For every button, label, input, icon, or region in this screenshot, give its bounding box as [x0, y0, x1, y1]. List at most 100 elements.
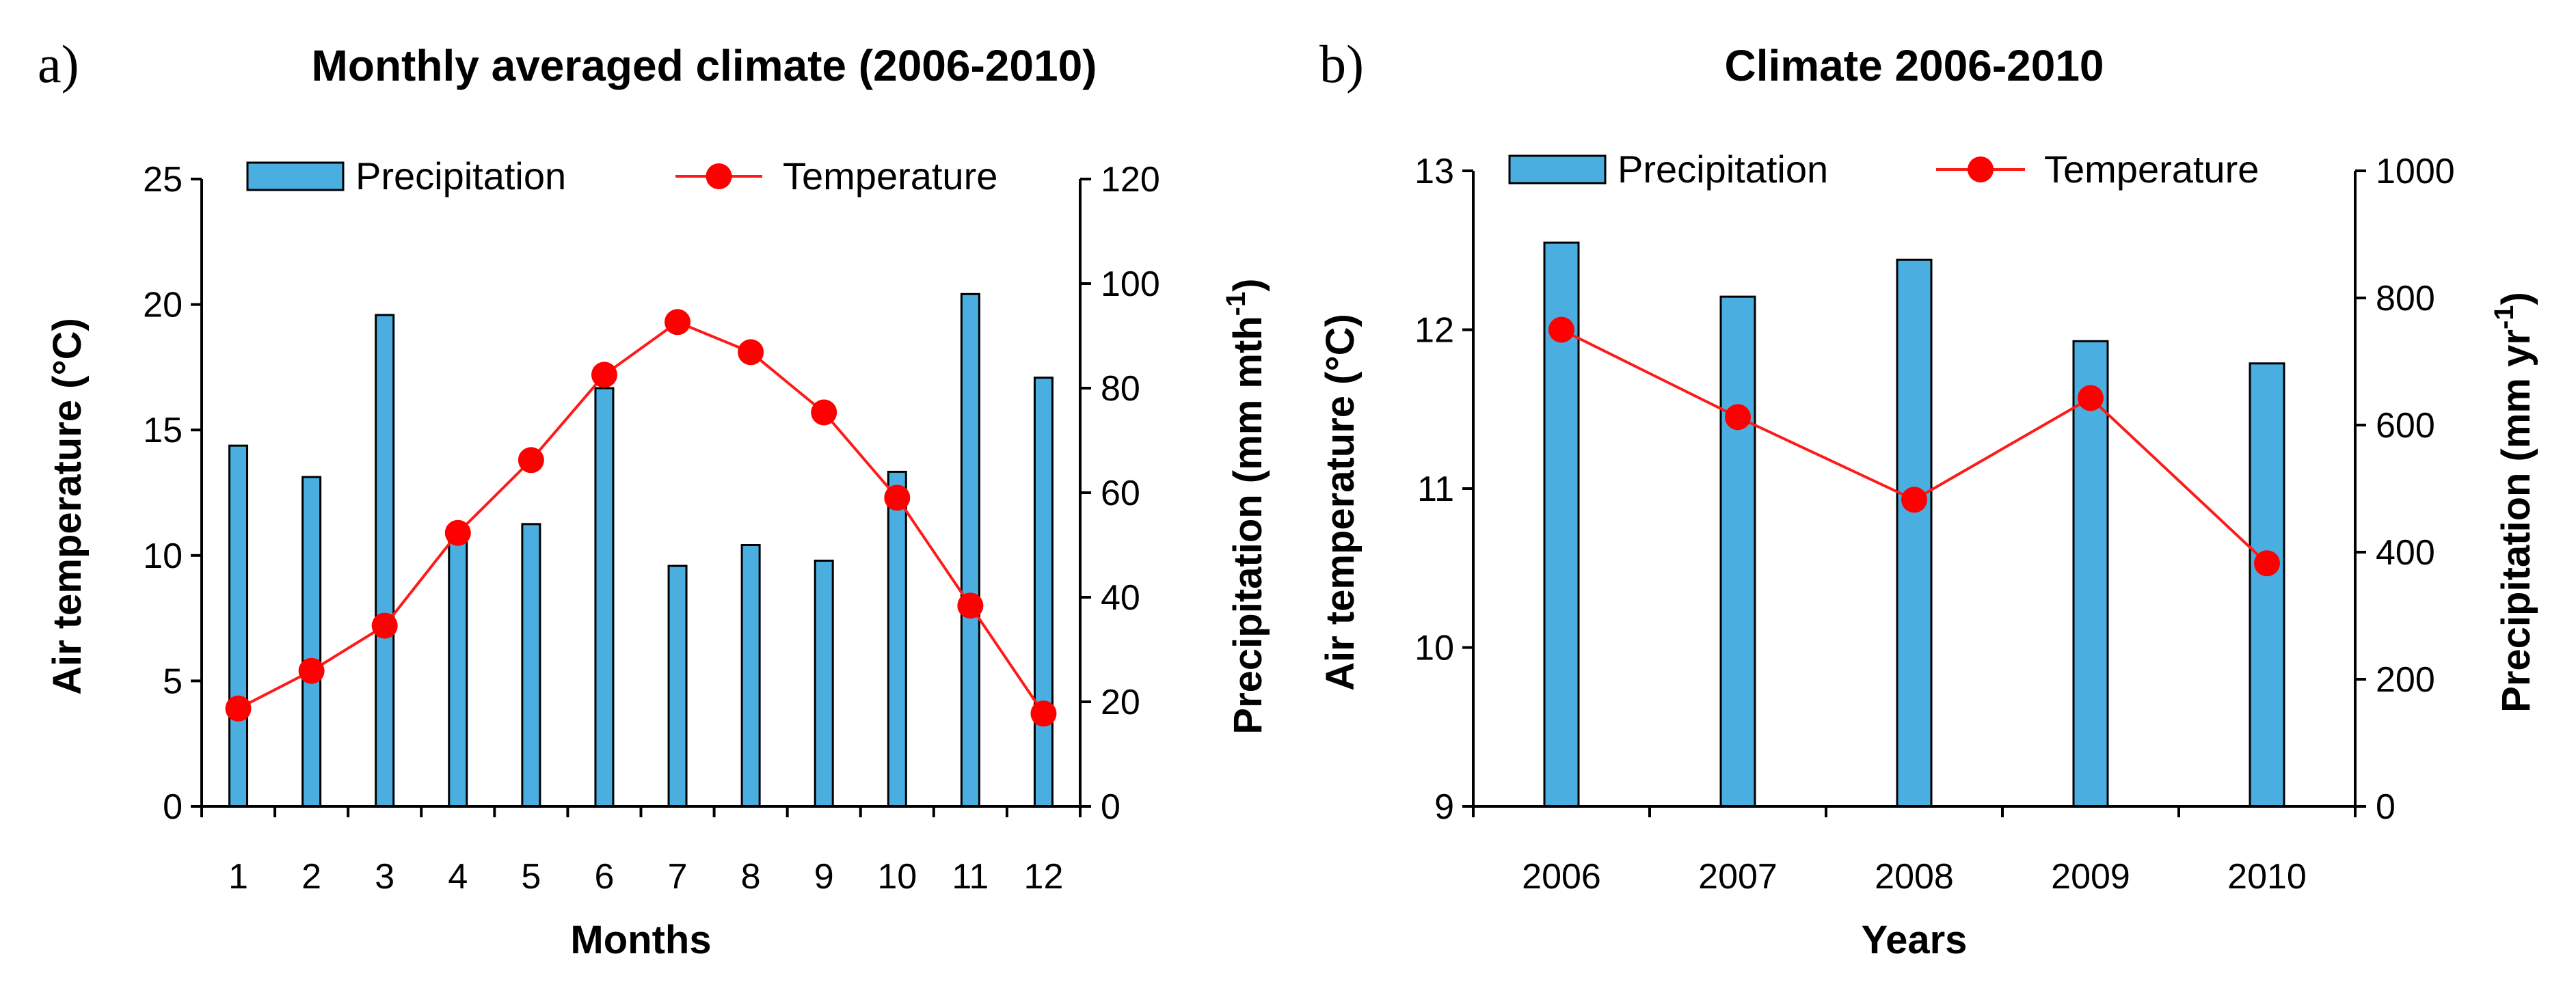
temperature-marker [518, 447, 544, 474]
right-tick-label: 0 [1101, 787, 1121, 827]
left-tick-label: 12 [1414, 311, 1454, 351]
right-axis-title-close: ) [2494, 292, 2538, 305]
x-tick-label: 11 [952, 857, 989, 897]
x-tick-label: 2007 [1698, 857, 1777, 897]
temperature-marker [1901, 487, 1927, 513]
x-tick-label: 10 [877, 857, 917, 897]
right-tick-label: 100 [1101, 264, 1160, 304]
x-tick-label: 3 [375, 857, 394, 897]
right-tick-label: 120 [1101, 160, 1160, 200]
right-tick-label: 800 [2376, 279, 2435, 318]
precipitation-bar [2072, 340, 2109, 808]
precipitation-bar [448, 533, 468, 808]
right-tick-label: 200 [2376, 660, 2435, 700]
right-axis-title-base: Precipitation (mm mth [1226, 316, 1270, 734]
temperature-marker [2078, 385, 2104, 411]
x-tick-label: 2006 [1522, 857, 1601, 897]
temperature-marker [665, 309, 691, 336]
precipitation-bar [667, 564, 688, 808]
right-axis-title-superscript: -1 [2489, 305, 2519, 329]
temperature-marker [1030, 700, 1057, 727]
right-tick-label: 1000 [2376, 152, 2455, 191]
temperature-marker [811, 399, 837, 426]
x-tick-label: 2008 [1875, 857, 1954, 897]
panel-label: b) [1319, 34, 1364, 94]
legend-temperature-marker [1968, 156, 1994, 182]
left-tick-label: 10 [1414, 629, 1454, 668]
x-axis-title: Years [1862, 918, 1968, 962]
right-axis-title-base: Precipitation (mm yr [2494, 329, 2538, 713]
legend-precipitation-label: Precipitation [1618, 148, 1828, 191]
legend-precipitation-swatch [246, 161, 345, 191]
legend-precipitation-label: Precipitation [355, 154, 566, 197]
x-tick-label: 6 [594, 857, 614, 897]
precipitation-bar [2249, 362, 2285, 808]
precipitation-bar [594, 387, 615, 808]
right-axis-title-superscript: -1 [1221, 292, 1251, 316]
right-axis-title: Precipitation (mm mth-1) [1221, 278, 1270, 734]
x-tick-label: 5 [521, 857, 541, 897]
left-tick-label: 11 [1417, 469, 1454, 509]
x-tick-label: 2009 [2051, 857, 2130, 897]
temperature-marker [2254, 550, 2280, 577]
legend-temperature-label: Temperature [783, 154, 997, 197]
right-tick-label: 400 [2376, 533, 2435, 573]
x-tick-label: 2010 [2227, 857, 2307, 897]
precipitation-bar [960, 292, 980, 808]
x-tick-label: 9 [814, 857, 834, 897]
left-tick-label: 9 [1434, 787, 1454, 827]
temperature-marker [1548, 316, 1574, 343]
legend-temperature-label: Temperature [2044, 148, 2259, 191]
right-tick-label: 0 [2376, 787, 2396, 827]
chart-title: Monthly averaged climate (2006-2010) [312, 41, 1097, 90]
precipitation-bar [740, 544, 761, 808]
precipitation-bar [887, 470, 907, 808]
temperature-marker [371, 612, 398, 639]
x-tick-label: 12 [1024, 857, 1064, 897]
legend-precipitation-swatch [1508, 154, 1607, 185]
temperature-marker [884, 485, 911, 511]
x-tick-label: 1 [228, 857, 248, 897]
right-tick-label: 600 [2376, 406, 2435, 446]
right-tick-label: 40 [1101, 578, 1140, 618]
x-tick-label: 7 [668, 857, 688, 897]
chart-title: Climate 2006-2010 [1724, 41, 2104, 90]
temperature-marker [444, 519, 471, 546]
left-tick-label: 15 [143, 411, 183, 450]
precipitation-bar [1896, 258, 1933, 808]
precipitation-bar [1033, 377, 1054, 808]
left-axis-title: Air temperature (°C) [45, 318, 90, 695]
left-tick-label: 5 [163, 662, 183, 701]
left-axis-title: Air temperature (°C) [1318, 314, 1363, 691]
panel-label: a) [38, 34, 79, 94]
temperature-marker [225, 695, 252, 722]
left-tick-label: 25 [143, 160, 183, 200]
x-axis-title: Months [570, 918, 711, 962]
panel-b-yearly-climate: b) Climate 2006-2010 9 10 11 12 13 0 200 400 600 80… [1318, 34, 2538, 962]
precipitation-bar [228, 444, 249, 808]
right-tick-label: 60 [1101, 474, 1140, 513]
right-tick-label: 80 [1101, 369, 1140, 409]
left-tick-label: 10 [143, 536, 183, 576]
right-tick-label: 20 [1101, 683, 1140, 722]
temperature-marker [591, 362, 617, 388]
precipitation-bar [301, 476, 322, 808]
legend-temperature-marker [706, 163, 732, 189]
right-axis-title-close: ) [1226, 278, 1270, 291]
precipitation-bar [814, 559, 834, 808]
temperature-marker [1725, 404, 1751, 431]
x-tick-label: 4 [448, 857, 468, 897]
left-tick-label: 20 [143, 286, 183, 325]
x-tick-label: 8 [741, 857, 761, 897]
x-tick-label: 2 [301, 857, 321, 897]
precipitation-bar [375, 314, 395, 808]
temperature-marker [738, 339, 764, 366]
temperature-marker [298, 657, 325, 684]
temperature-line [237, 320, 1045, 715]
temperature-marker [957, 592, 984, 619]
precipitation-bar [521, 523, 541, 808]
precipitation-bar [1719, 295, 1756, 808]
panel-a-monthly-climate: a) Monthly averaged climate (2006-2010) 0 5… [38, 34, 1270, 962]
right-axis-title: Precipitation (mm yr-1) [2489, 292, 2538, 713]
